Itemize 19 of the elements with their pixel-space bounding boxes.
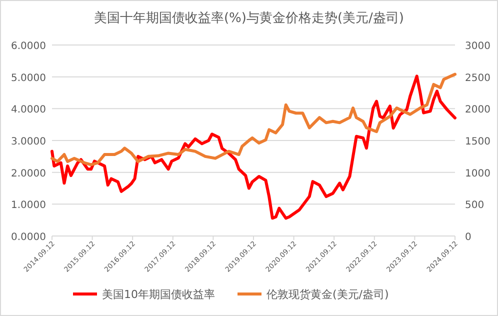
- chart-title: 美国十年期国债收益率(%)与黄金价格走势(美元/盎司): [94, 10, 404, 26]
- line-series: [50, 74, 456, 220]
- legend-label: 美国10年期国债收益率: [102, 288, 215, 301]
- y2-tick-label: 0: [465, 232, 472, 243]
- y2-tick-label: 1000: [465, 168, 490, 180]
- y2-tick-label: 2500: [465, 72, 490, 84]
- y2-tick-label: 3000: [465, 41, 490, 52]
- legend-label: 伦敦现货黄金(美元/盎司): [266, 288, 389, 301]
- line-series: [50, 72, 456, 166]
- y-tick-label: 0.0000: [11, 232, 46, 243]
- y2-tick-label: 1500: [465, 136, 490, 148]
- y-tick-label: 6.0000: [11, 41, 46, 52]
- y-tick-label: 2.0000: [11, 168, 46, 180]
- y2-tick-label: 2000: [465, 104, 490, 116]
- y2-tick-label: 500: [465, 200, 484, 212]
- y-tick-label: 5.0000: [11, 72, 46, 84]
- y-tick-label: 3.0000: [11, 136, 46, 148]
- y-tick-label: 1.0000: [11, 200, 46, 212]
- y-tick-label: 4.0000: [11, 104, 46, 116]
